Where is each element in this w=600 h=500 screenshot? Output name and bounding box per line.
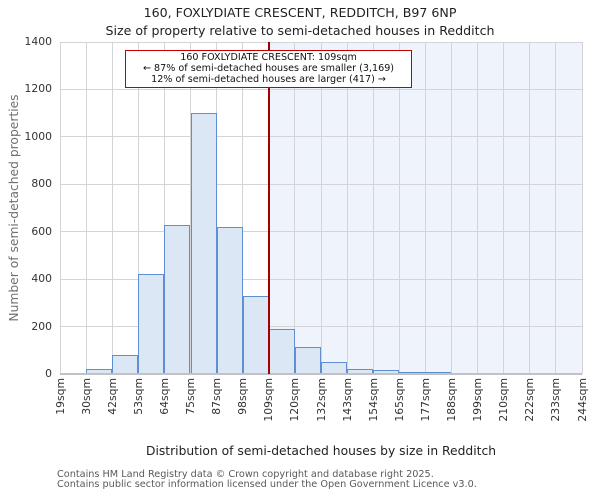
x-tick-label: 222sqm [523,378,537,422]
plot-area [59,41,583,375]
x-tick-label: 87sqm [210,378,224,415]
histogram-bar [268,328,295,374]
y-tick-label: 800 [31,177,52,191]
annotation-line-2: ← 87% of semi-detached houses are smalle… [142,63,395,75]
v-gridline [503,42,505,374]
histogram-bar [321,362,348,374]
x-tick-label: 188sqm [445,378,458,422]
x-tick-label: 165sqm [392,378,406,422]
y-tick-label: 0 [45,367,52,380]
histogram-bar [216,226,243,374]
v-gridline [216,42,218,374]
x-tick-label: 132sqm [314,378,328,422]
v-gridline [424,42,426,374]
v-gridline [320,42,322,374]
x-tick-label: 233sqm [549,378,563,422]
histogram-bar [294,346,321,374]
v-gridline [451,42,452,374]
x-tick-label: 64sqm [157,378,171,415]
y-tick-label: 600 [31,224,52,238]
v-gridline [294,42,296,374]
v-gridline [59,42,61,374]
y-tick-label: 400 [31,272,52,286]
v-gridline [163,42,165,374]
v-gridline [346,42,348,374]
x-axis-title: Distribution of semi-detached houses by … [146,444,496,458]
x-tick-label: 143sqm [340,378,354,422]
x-tick-label: 98sqm [236,378,250,415]
x-tick-label: 19sqm [53,378,67,415]
v-gridline [477,42,479,374]
histogram-bar [242,295,269,374]
x-tick-label: 109sqm [262,378,276,422]
histogram-bar [138,274,165,374]
y-tick-label: 1400 [24,35,52,48]
histogram-bar [347,369,374,374]
v-gridline [555,42,557,374]
x-axis-line [60,373,582,375]
annotation-line-1: 160 FOXLYDIATE CRESCENT: 109sqm [180,52,357,63]
v-gridline [398,42,400,374]
v-gridline [111,42,113,374]
annotation-line-3: 12% of semi-detached houses are larger (… [151,74,386,86]
x-tick-label: 75sqm [184,378,197,415]
y-tick-label: 1000 [24,129,52,143]
v-gridline [242,42,244,374]
attribution-footer: Contains HM Land Registry data © Crown c… [57,469,477,491]
x-tick-label: 53sqm [131,378,145,415]
y-tick-label: 200 [31,319,52,333]
histogram-bar [86,369,113,374]
x-tick-label: 120sqm [288,378,302,422]
histogram-bar [373,370,400,374]
v-gridline [529,42,531,374]
histogram-bar [164,224,191,374]
histogram-bar [112,355,139,374]
x-tick-label: 199sqm [471,378,485,422]
marker-annotation-box: 160 FOXLYDIATE CRESCENT: 109sqm ← 87% of… [125,50,412,89]
v-gridline [581,42,583,374]
x-tick-label: 154sqm [366,378,380,422]
footer-line-1: Contains HM Land Registry data © Crown c… [57,469,434,480]
x-tick-label: 42sqm [105,378,119,415]
footer-line-2: Contains public sector information licen… [57,479,477,491]
histogram-bar [190,113,217,374]
chart-title: 160, FOXLYDIATE CRESCENT, REDDITCH, B97 … [143,5,457,20]
v-gridline [85,42,87,374]
y-tick-label: 1200 [24,82,52,96]
v-gridline [372,42,374,374]
x-tick-label: 210sqm [497,378,511,422]
chart-subtitle: Size of property relative to semi-detach… [105,23,495,38]
x-tick-label: 244sqm [575,378,589,422]
x-tick-label: 30sqm [79,378,93,415]
x-tick-label: 177sqm [418,378,432,422]
property-size-marker-line [268,42,270,374]
v-gridline [137,42,139,374]
